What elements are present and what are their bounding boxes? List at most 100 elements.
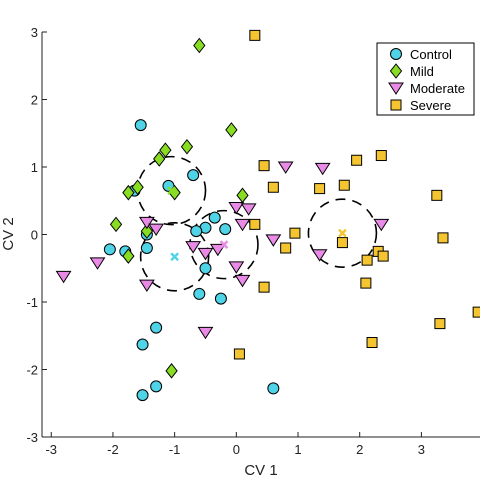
point-control-9 — [140, 242, 153, 254]
point-moderate-2 — [138, 216, 155, 230]
point-moderate-12 — [314, 162, 331, 176]
point-moderate-15 — [228, 261, 245, 274]
centroid-control — [170, 252, 179, 262]
cluster-ring-control — [139, 221, 210, 292]
point-severe-10 — [280, 242, 292, 254]
point-moderate-14 — [373, 218, 390, 232]
point-mild-5 — [131, 179, 144, 196]
point-mild-1 — [225, 122, 238, 138]
point-severe-21 — [233, 348, 245, 360]
x-axis-label: CV 1 — [244, 462, 277, 479]
point-mild-10 — [140, 223, 154, 239]
legend-item-mild: Mild — [389, 63, 434, 79]
centroid-severe — [338, 228, 347, 238]
point-moderate-9 — [234, 218, 251, 232]
legend-marker-moderate — [388, 82, 404, 95]
point-control-18 — [136, 389, 149, 402]
y-tick-label--3: -3 — [26, 430, 38, 445]
point-mild-11 — [122, 248, 135, 264]
axes: -3 -2 -1 0 1 2 3 -3 -2 -1 0 1 2 3 — [26, 25, 480, 457]
y-axis-label: CV 2 — [0, 217, 17, 250]
point-severe-6 — [338, 179, 350, 191]
point-moderate-11 — [277, 161, 294, 174]
point-moderate-10 — [265, 234, 282, 247]
point-severe-9 — [289, 227, 301, 239]
point-severe-4 — [267, 181, 279, 193]
point-mild-12 — [165, 363, 178, 379]
legend-item-severe: Severe — [390, 98, 451, 113]
point-mild-8 — [236, 187, 249, 204]
point-control-3 — [187, 169, 200, 182]
plot-area — [55, 29, 480, 402]
legend-marker-control — [390, 48, 402, 60]
point-severe-2 — [351, 154, 363, 166]
point-control-17 — [150, 380, 163, 393]
point-control-7 — [219, 223, 232, 236]
point-mild-6 — [122, 184, 135, 201]
x-tick-label--3: -3 — [45, 442, 57, 457]
point-severe-5 — [314, 183, 326, 195]
point-moderate-17 — [197, 326, 214, 340]
point-mild-0 — [193, 37, 206, 54]
point-control-16 — [136, 338, 149, 351]
legend-label-severe: Severe — [410, 98, 451, 113]
point-moderate-18 — [138, 279, 155, 293]
point-severe-18 — [472, 306, 480, 318]
point-severe-1 — [258, 160, 270, 172]
x-tick-label-1: 1 — [294, 442, 301, 457]
point-severe-3 — [375, 150, 387, 162]
legend-label-control: Control — [410, 47, 452, 62]
point-severe-7 — [431, 189, 443, 201]
point-severe-14 — [361, 254, 373, 266]
point-mild-2 — [180, 138, 194, 155]
point-control-14 — [214, 292, 227, 305]
point-severe-17 — [360, 277, 372, 289]
point-moderate-1 — [89, 257, 106, 270]
point-control-4 — [208, 211, 221, 224]
point-control-19 — [267, 382, 280, 395]
y-tick-label--2: -2 — [26, 363, 38, 378]
centroid-mild — [167, 186, 176, 195]
legend-item-moderate: Moderate — [388, 81, 465, 96]
point-moderate-3 — [148, 223, 165, 237]
legend-item-control: Control — [390, 47, 452, 62]
legend-label-mild: Mild — [410, 64, 434, 79]
y-tick-label-0: 0 — [31, 228, 38, 243]
point-moderate-8 — [240, 203, 257, 216]
x-tick-label-3: 3 — [418, 442, 425, 457]
point-moderate-0 — [55, 270, 72, 284]
point-severe-11 — [336, 237, 348, 249]
point-moderate-4 — [185, 241, 202, 254]
cluster-ring-severe — [307, 198, 378, 268]
point-control-15 — [150, 321, 163, 334]
point-severe-15 — [437, 232, 449, 244]
point-severe-19 — [434, 318, 446, 330]
legend: Control Mild Moderate Severe — [376, 42, 475, 116]
point-control-0 — [134, 119, 147, 132]
point-moderate-13 — [311, 249, 328, 262]
y-tick-label-3: 3 — [31, 25, 38, 40]
x-tick-label-2: 2 — [356, 442, 363, 457]
point-moderate-7 — [228, 202, 245, 215]
point-moderate-5 — [197, 247, 214, 261]
point-severe-8 — [249, 218, 261, 230]
point-mild-3 — [159, 142, 172, 158]
x-tick-label-0: 0 — [233, 442, 240, 457]
point-severe-20 — [366, 337, 378, 348]
centroid-moderate — [219, 240, 229, 249]
x-tick-label--2: -2 — [107, 442, 119, 457]
y-tick-label--1: -1 — [26, 295, 38, 310]
point-control-6 — [190, 225, 203, 238]
legend-marker-mild — [389, 63, 403, 79]
x-tick-label--1: -1 — [169, 442, 181, 457]
point-control-13 — [193, 287, 206, 300]
y-tick-label-1: 1 — [31, 160, 38, 175]
point-severe-16 — [258, 281, 270, 293]
point-control-12 — [199, 262, 212, 275]
legend-marker-severe — [390, 99, 402, 111]
y-tick-label-2: 2 — [31, 93, 38, 108]
point-mild-9 — [109, 216, 123, 233]
point-control-11 — [103, 243, 116, 256]
legend-label-moderate: Moderate — [410, 81, 465, 96]
